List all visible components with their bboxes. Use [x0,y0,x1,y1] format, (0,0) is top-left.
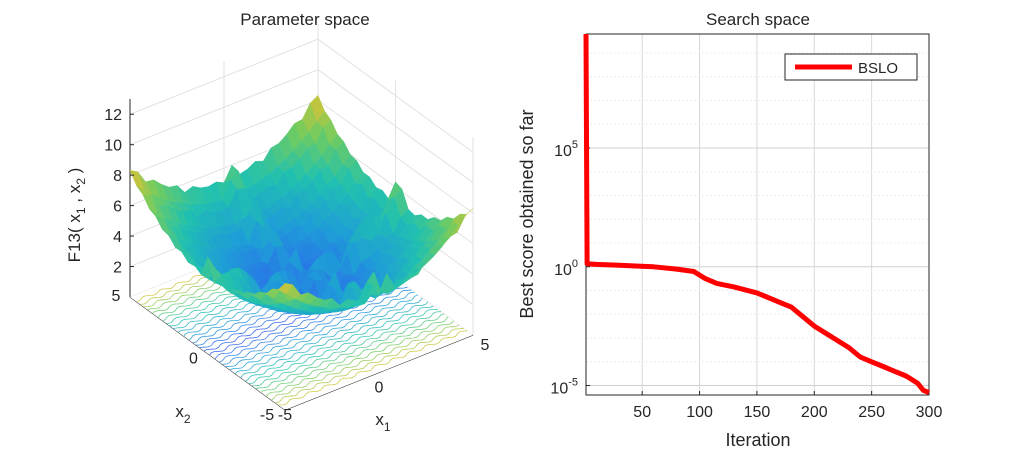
xy-tick-labels: -5 0 5 -5 0 5 [112,288,490,424]
right-x-axis-label: Iteration [725,430,790,450]
right-ticks: 50 100 150 200 250 300 10-5 100 105 [550,139,942,421]
y-tick-label: 100 [554,258,578,279]
right-y-axis-label: Best score obtained so far [517,109,537,318]
z-tick-label: 8 [113,168,122,185]
z-tick-label: 10 [104,138,122,155]
parameter-space-chart: Parameter space 2 4 6 8 10 12 -5 0 5 -5 0 5 F13( x… [65,10,490,434]
left-chart-title: Parameter space [240,10,369,29]
contour-line [271,324,460,401]
z-axis-label: F13( x1 , x2 ) [65,168,88,263]
contour-line [251,311,442,387]
contour-line [222,289,412,365]
plot-area [586,34,929,395]
surface-face [278,283,294,294]
contour-line [229,294,418,371]
z-tick-label: 4 [113,229,122,246]
contour-line [225,292,415,368]
contour-line [248,308,438,384]
z-tick-label: 12 [104,107,122,124]
y-tick-label: 105 [554,139,578,160]
z-tick-labels: 2 4 6 8 10 12 [104,107,134,277]
z-tick-label: 2 [113,260,122,277]
contour-line [245,305,434,382]
x-tick-label: 0 [375,380,384,397]
right-chart-title: Search space [706,10,810,29]
y-axis-label: x2 [175,402,191,426]
x-tick-label: 50 [633,404,651,421]
x-tick-label: 5 [481,337,490,354]
contour-line [234,297,423,374]
x-tick-label: 300 [916,404,943,421]
contour-line [266,320,454,397]
right-grid [586,34,930,395]
series-line-bslo [583,33,930,395]
x-tick-label: -5 [278,407,292,424]
surface-plot [129,94,474,315]
contour-line [275,327,464,404]
x-tick-label: 200 [801,404,828,421]
x-tick-label: 150 [744,404,771,421]
contour-line [240,301,429,379]
y-tick-label: 0 [189,351,198,368]
z-tick-label: 6 [113,199,122,216]
x-tick-label: 250 [858,404,885,421]
contour-line [255,313,445,390]
contour-line [219,286,408,363]
x-tick-label: 100 [686,404,713,421]
y-tick-label: 5 [112,288,121,305]
legend: BSLO [784,53,918,81]
contour-line [278,330,468,406]
search-space-chart: Search space 50 100 150 200 250 300 10-5 100 105… [517,10,942,450]
x-axis-label: x1 [375,410,391,434]
y-tick-label: -5 [260,407,274,424]
contour-line [260,316,449,393]
y-tick-label: 10-5 [550,377,578,398]
legend-label-bslo: BSLO [858,60,898,77]
